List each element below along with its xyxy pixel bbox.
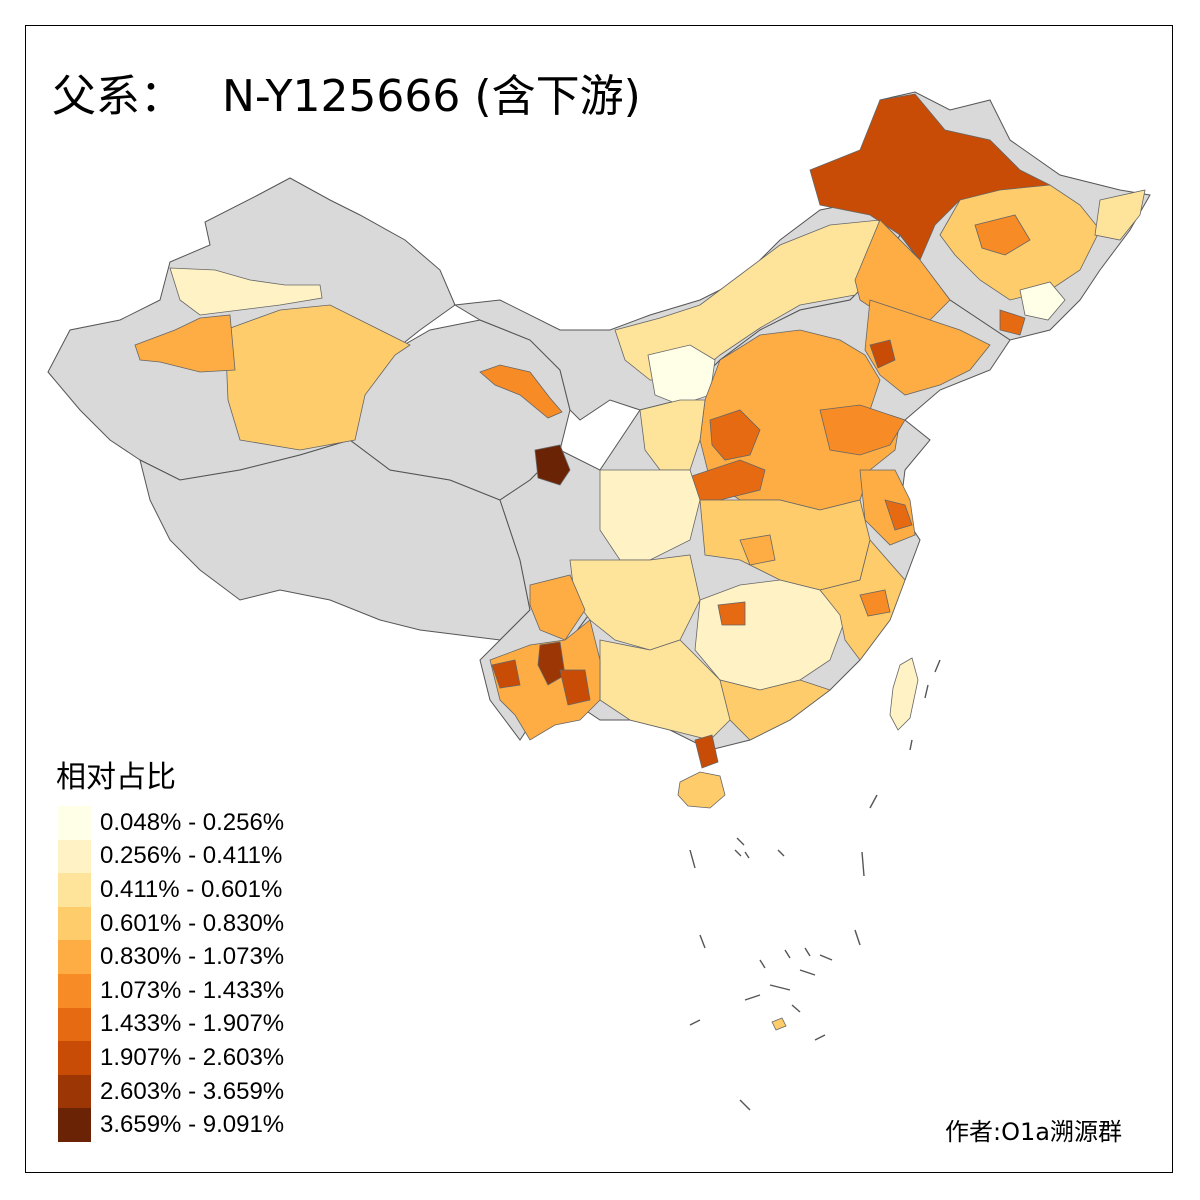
- legend-title: 相对占比: [56, 760, 176, 795]
- region-hainan: [677, 771, 726, 809]
- legend-swatch: [58, 839, 91, 874]
- legend-swatch: [58, 973, 91, 1008]
- legend-swatch: [58, 1041, 91, 1075]
- legend-item: 0.048% - 0.256%: [58, 806, 284, 840]
- legend-label: 1.907% - 2.603%: [100, 1043, 285, 1071]
- author-credit: 作者:O1a溯源群: [945, 1118, 1122, 1146]
- legend-item: 0.411% - 0.601%: [58, 873, 284, 907]
- legend-label: 0.411% - 0.601%: [100, 875, 283, 903]
- legend: 0.048% - 0.256% 0.256% - 0.411% 0.411% - 0…: [58, 806, 284, 1142]
- region-yunnan-darkest: [537, 641, 566, 686]
- region-ne-mix-3: [974, 214, 1031, 256]
- legend-label: 1.433% - 1.907%: [100, 1010, 285, 1038]
- legend-label: 0.830% - 1.073%: [100, 943, 285, 971]
- region-hunan-dark: [717, 601, 746, 626]
- legend-swatch: [58, 806, 91, 840]
- region-central-3: [739, 534, 776, 566]
- legend-item: 1.907% - 2.603%: [58, 1041, 284, 1075]
- legend-swatch: [58, 873, 91, 907]
- region-xj-north: [169, 267, 323, 316]
- map-frame: [25, 25, 1173, 1173]
- legend-label: 2.603% - 3.659%: [100, 1077, 285, 1105]
- legend-label: 0.256% - 0.411%: [100, 842, 283, 870]
- region-hebei-dark: [709, 409, 761, 461]
- legend-item: 1.073% - 1.433%: [58, 973, 285, 1008]
- region-yunnan-dark: [559, 669, 591, 706]
- south-china-sea-islands: [689, 659, 941, 1111]
- title-code: N-Y125666 (含下游): [222, 71, 641, 122]
- legend-swatch: [58, 1108, 91, 1142]
- region-shanxi-mix: [639, 399, 706, 471]
- region-yunnan: [489, 619, 601, 741]
- legend-item: 3.659% - 9.091%: [58, 1108, 284, 1142]
- legend-swatch: [58, 1007, 91, 1042]
- legend-label: 1.073% - 1.433%: [100, 976, 285, 1004]
- region-taiwan: [889, 657, 919, 731]
- region-qh-strip: [479, 364, 563, 419]
- legend-swatch: [58, 906, 91, 941]
- region-guangdong-dark: [694, 734, 719, 769]
- region-liaoning-dark: [869, 339, 896, 369]
- region-xj-west: [134, 314, 236, 373]
- region-central-1: [599, 469, 701, 561]
- region-qh-dark: [534, 444, 571, 486]
- region-im-pale: [647, 344, 716, 406]
- region-ne-pale: [1019, 281, 1066, 321]
- legend-item: 1.433% - 1.907%: [58, 1007, 285, 1042]
- region-shandong: [819, 404, 906, 456]
- legend-swatch: [58, 1074, 91, 1109]
- region-yunnan-west-dark: [491, 659, 521, 689]
- legend-item: 0.830% - 1.073%: [58, 940, 284, 974]
- legend-swatch: [58, 940, 91, 974]
- region-fujian-dark: [859, 589, 891, 617]
- title-prefix: 父系：: [52, 71, 184, 122]
- map-title: 父系： N-Y125666 (含下游): [52, 60, 641, 124]
- legend-label: 3.659% - 9.091%: [100, 1111, 285, 1139]
- region-ne-orange: [999, 309, 1026, 336]
- region-scs-islet: [771, 1017, 787, 1031]
- legend-item: 2.603% - 3.659%: [58, 1074, 285, 1109]
- region-guangdong: [719, 679, 831, 741]
- region-jilin-liaoning: [864, 299, 991, 396]
- legend-item: 0.601% - 0.830%: [58, 906, 285, 941]
- region-jiangsu-dark: [884, 499, 913, 531]
- legend-label: 0.048% - 0.256%: [100, 808, 285, 836]
- legend-label: 0.601% - 0.830%: [100, 909, 285, 937]
- region-xj-east: [224, 304, 411, 451]
- legend-item: 0.256% - 0.411%: [58, 839, 284, 874]
- region-ne-right: [1094, 189, 1146, 241]
